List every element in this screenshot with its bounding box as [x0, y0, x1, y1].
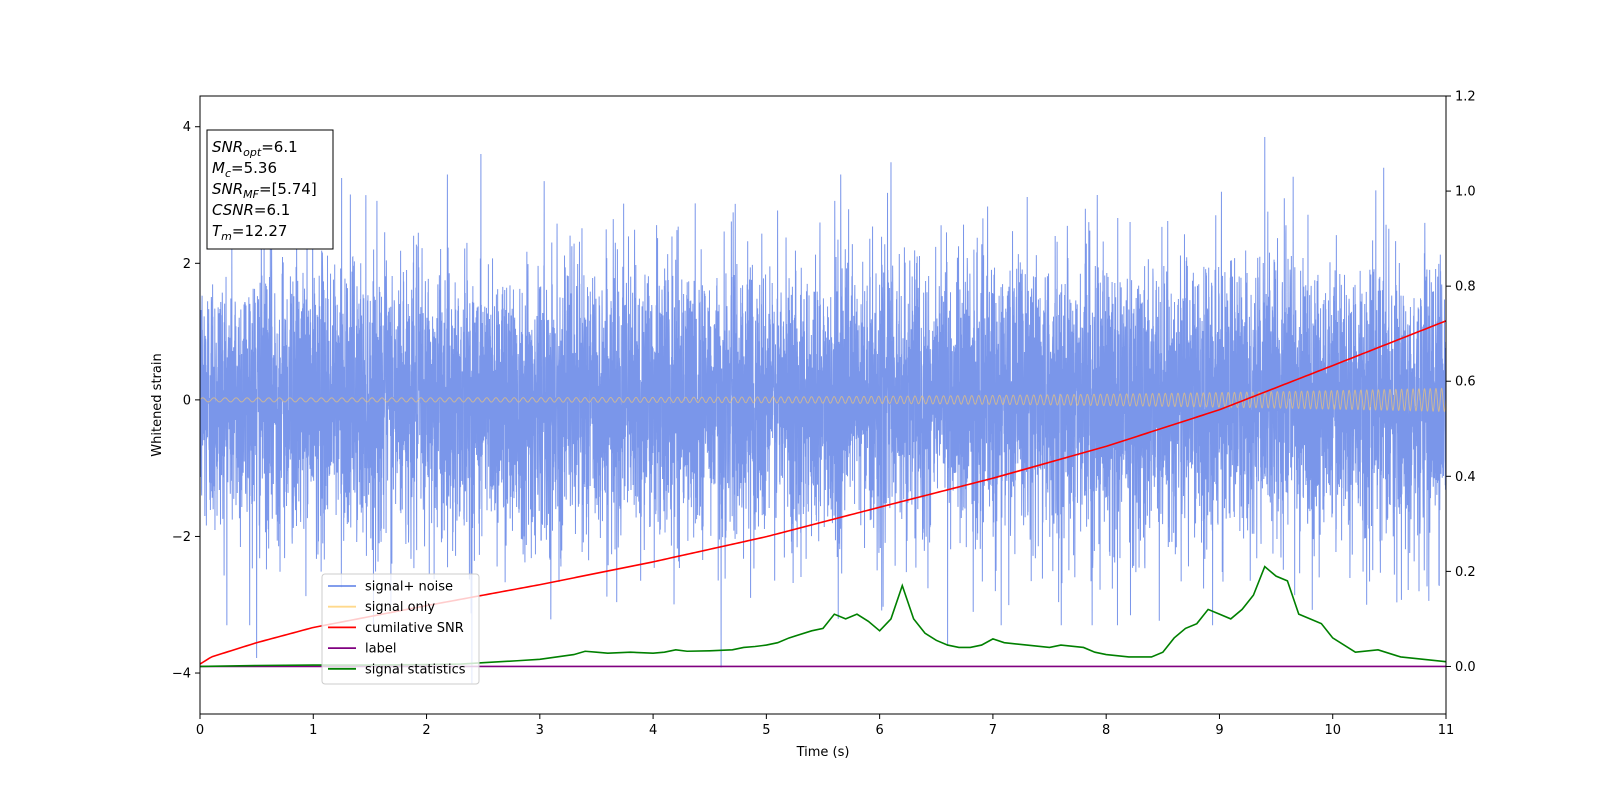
x-tick-label: 7	[989, 723, 997, 738]
annotation-line: CSNR=6.1	[212, 201, 290, 219]
x-tick-label: 10	[1324, 723, 1341, 738]
x-tick-label: 4	[649, 723, 657, 738]
legend-entry: signal statistics	[365, 662, 466, 677]
annotation-line: SNRopt=6.1	[212, 138, 298, 159]
x-tick-label: 9	[1215, 723, 1223, 738]
y2-tick-label: 0.0	[1455, 660, 1476, 675]
y2-tick-label: 0.4	[1455, 470, 1476, 485]
y2-tick-label: 1.0	[1455, 185, 1476, 200]
x-axis: 0 1 2 3 4 5 6 7 8 9 10 11	[196, 714, 1454, 738]
legend: signal+ noise signal only cumilative SNR la…	[321, 573, 480, 685]
y-axis-right: 0.0 0.2 0.4 0.6 0.8 1.0 1.2	[1446, 90, 1476, 675]
annotation-line: Tm=12.27	[212, 222, 287, 243]
axes-frame	[199, 95, 1447, 715]
series-signal-statistics-line	[200, 565, 1446, 668]
annotation-line: SNRMF=[5.74]	[212, 180, 317, 201]
y2-tick-label: 0.8	[1455, 280, 1476, 295]
y-tick-label: 4	[183, 120, 191, 135]
x-tick-label: 11	[1438, 723, 1455, 738]
series-signal-noise-line	[200, 136, 1446, 684]
y2-tick-label: 1.2	[1455, 90, 1476, 105]
legend-frame	[321, 573, 480, 685]
x-tick-label: 8	[1102, 723, 1110, 738]
y2-tick-label: 0.6	[1455, 375, 1476, 390]
legend-entry: signal only	[365, 600, 435, 615]
annotation-frame	[206, 129, 334, 250]
legend-entry: cumilative SNR	[365, 621, 464, 636]
y-axis-label: Whitened strain	[150, 353, 165, 456]
x-tick-label: 0	[196, 723, 204, 738]
x-tick-label: 1	[309, 723, 317, 738]
legend-entry: label	[365, 642, 396, 657]
x-tick-label: 3	[536, 723, 544, 738]
y-tick-label: 0	[183, 393, 191, 408]
x-tick-label: 5	[762, 723, 770, 738]
y-tick-label: −4	[172, 667, 191, 682]
y-tick-label: 2	[183, 257, 191, 272]
x-tick-label: 2	[422, 723, 430, 738]
x-axis-label: Time (s)	[796, 745, 850, 760]
y-axis-left: −4 −2 0 2 4	[172, 120, 200, 682]
legend-entry: signal+ noise	[365, 580, 453, 595]
annotation-line: Mc=5.36	[212, 159, 277, 180]
y-tick-label: −2	[172, 530, 191, 545]
x-tick-label: 6	[875, 723, 883, 738]
series-signal-only-line	[200, 387, 1446, 413]
y2-tick-label: 0.2	[1455, 565, 1476, 580]
